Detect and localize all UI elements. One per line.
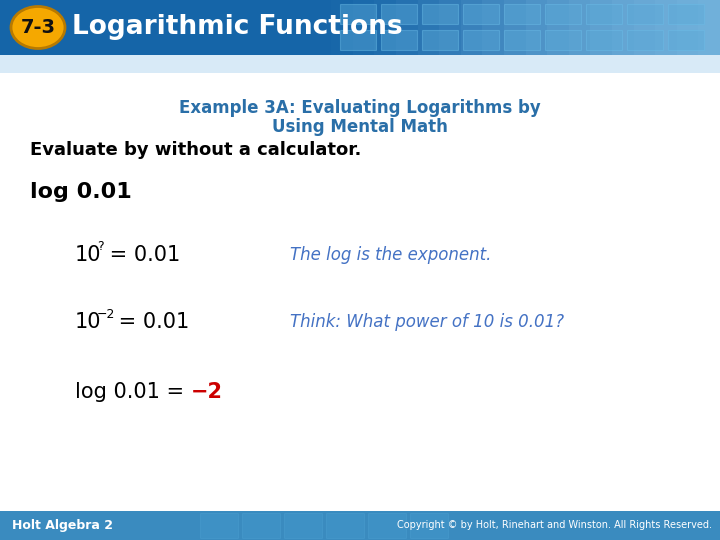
Bar [374, 0, 720, 55]
Text: −2: −2 [191, 382, 223, 402]
Bar [627, 4, 663, 24]
Text: Using Mental Math: Using Mental Math [272, 118, 448, 136]
Bar [545, 30, 581, 50]
Text: Copyright © by Holt, Rinehart and Winston. All Rights Reserved.: Copyright © by Holt, Rinehart and Winsto… [397, 521, 712, 530]
Bar [463, 30, 499, 50]
Bar [0, 511, 720, 540]
Text: = 0.01: = 0.01 [103, 245, 180, 265]
Bar [353, 0, 720, 55]
Bar [0, 0, 720, 55]
Bar [288, 0, 720, 55]
Text: Logarithmic Functions: Logarithmic Functions [72, 15, 402, 40]
Bar [310, 0, 720, 55]
Bar [463, 4, 499, 24]
Text: log 0.01 =: log 0.01 = [75, 382, 191, 402]
Bar [422, 4, 458, 24]
Bar [418, 0, 720, 55]
Bar [677, 0, 720, 55]
Bar [200, 513, 238, 538]
Bar [547, 0, 720, 55]
Bar [634, 0, 720, 55]
Bar [340, 4, 376, 24]
Bar [586, 4, 622, 24]
Text: Think: What power of 10 is 0.01?: Think: What power of 10 is 0.01? [290, 313, 564, 331]
Text: 10: 10 [75, 245, 102, 265]
Text: log 0.01: log 0.01 [30, 182, 132, 202]
Text: 10: 10 [75, 312, 102, 332]
Text: Evaluate by without a calculator.: Evaluate by without a calculator. [30, 141, 361, 159]
Bar [396, 0, 720, 55]
Bar [284, 513, 322, 538]
Bar [410, 513, 448, 538]
Bar [422, 30, 458, 50]
Bar [381, 30, 417, 50]
Bar [368, 513, 406, 538]
Ellipse shape [11, 6, 65, 49]
Text: 7-3: 7-3 [20, 18, 55, 37]
Bar [504, 4, 540, 24]
Text: Example 3A: Evaluating Logarithms by: Example 3A: Evaluating Logarithms by [179, 99, 541, 117]
Bar [545, 4, 581, 24]
Bar [340, 30, 376, 50]
Bar [526, 0, 720, 55]
Text: The log is the exponent.: The log is the exponent. [290, 246, 491, 264]
Bar [504, 30, 540, 50]
Bar [655, 0, 720, 55]
Bar [612, 0, 720, 55]
Bar [482, 0, 720, 55]
Bar [461, 0, 720, 55]
Bar [0, 55, 720, 73]
Bar [381, 4, 417, 24]
Text: Holt Algebra 2: Holt Algebra 2 [12, 519, 113, 532]
Bar [242, 513, 280, 538]
Bar [326, 513, 364, 538]
Text: ?: ? [97, 240, 104, 253]
Text: −2: −2 [97, 307, 115, 321]
Bar [698, 0, 720, 55]
Bar [627, 30, 663, 50]
Bar [569, 0, 720, 55]
Bar [668, 30, 704, 50]
Text: = 0.01: = 0.01 [112, 312, 189, 332]
Bar [668, 4, 704, 24]
Bar [439, 0, 720, 55]
Bar [504, 0, 720, 55]
Bar [331, 0, 720, 55]
Bar [586, 30, 622, 50]
Bar [590, 0, 720, 55]
